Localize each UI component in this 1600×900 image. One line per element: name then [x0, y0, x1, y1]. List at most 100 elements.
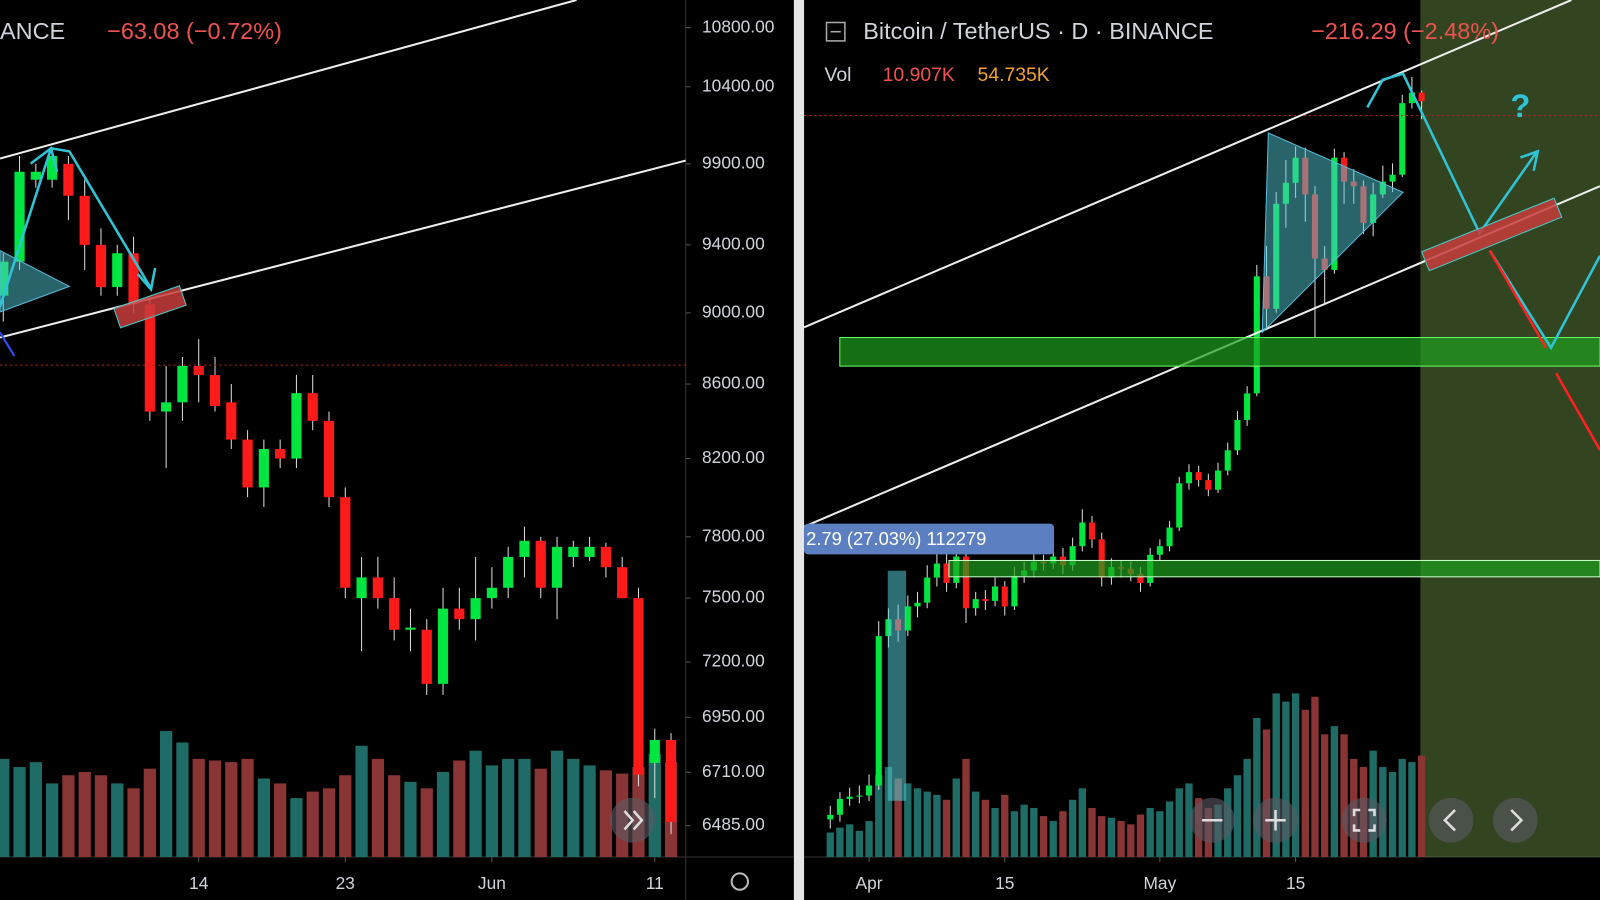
candle-body [1156, 546, 1163, 555]
volume-label: Vol [824, 64, 851, 86]
candle-body [933, 563, 940, 578]
candle-body [1176, 483, 1183, 528]
volume-bar [355, 745, 368, 858]
candle-body [1205, 480, 1212, 490]
volume-bar [127, 788, 140, 858]
icon [623, 810, 635, 831]
settings-button[interactable] [730, 872, 749, 891]
volume-bar [1039, 816, 1048, 858]
candle-body [405, 627, 416, 630]
volume-bar [371, 758, 384, 858]
x-tick-label: 23 [336, 873, 355, 893]
arrow-path [1366, 72, 1537, 236]
volume-bar [62, 775, 75, 858]
breakdown-box [1420, 197, 1563, 272]
pane [826, 77, 1426, 858]
candle-body [242, 439, 253, 488]
y-tick-label: 7500.00 [702, 587, 765, 607]
triangle [0, 249, 71, 313]
candle-body [372, 577, 383, 599]
candle-body [665, 739, 677, 822]
arrow-path [1555, 372, 1600, 451]
volume-bar [453, 760, 466, 858]
candle-body [535, 540, 546, 588]
volume-bar [962, 758, 970, 858]
volume-bar [1068, 799, 1077, 858]
volume-bar [991, 807, 999, 858]
candle-body [1098, 539, 1105, 578]
candle-body [962, 556, 970, 609]
candle-body [128, 253, 139, 305]
y-tick-label: 8600.00 [702, 373, 765, 393]
measure-label: 2.79 (27.03%) 112279 [806, 528, 986, 549]
scroll-left-button[interactable] [1428, 797, 1474, 843]
y-tick-label: 9400.00 [702, 233, 765, 253]
y-tick-label: 7800.00 [702, 525, 765, 545]
candle-body [1185, 472, 1193, 484]
volume-bar [45, 783, 59, 858]
channel-line [803, 0, 1572, 329]
candle-body [454, 608, 465, 620]
symbol-title: ANCE [0, 18, 65, 44]
annotation: ? [1510, 87, 1530, 124]
candle-body [1244, 393, 1251, 420]
x-tick-label: May [1143, 873, 1176, 893]
collapse-icon[interactable] [825, 21, 846, 42]
arrowhead [136, 267, 157, 293]
y-tick-label: 6950.00 [702, 706, 765, 726]
volume-bar [225, 762, 238, 858]
y-tick-label: 6710.00 [702, 761, 765, 781]
candle-body [856, 795, 863, 797]
y-tick-label: 7200.00 [702, 651, 765, 671]
candle-body [1224, 450, 1231, 471]
volume-bar [257, 778, 270, 858]
volume-bar [875, 775, 883, 858]
candle-body [1069, 546, 1076, 566]
candle-body [827, 814, 834, 820]
candle-body [617, 567, 628, 599]
candle-body [1253, 276, 1260, 394]
candle-body [323, 420, 335, 498]
volume-bar [855, 830, 864, 858]
volume-bar [306, 791, 319, 858]
volume-bar [160, 731, 173, 858]
candle-body [1399, 103, 1406, 175]
icon [1352, 808, 1376, 832]
candle-body [95, 244, 107, 288]
volume-bar [322, 788, 336, 858]
candle-body [177, 365, 188, 403]
candle-body [503, 556, 514, 588]
x-tick-label: 15 [1286, 873, 1305, 893]
symbol-title: Bitcoin / TetherUS · D · BINANCE [863, 18, 1213, 44]
candle-body [992, 586, 999, 601]
volume-bar [1282, 701, 1290, 858]
volume-bar [550, 750, 564, 858]
volume-bar [404, 781, 417, 858]
icon [1265, 810, 1286, 831]
candle-body [914, 602, 921, 607]
volume-bar [1330, 726, 1339, 858]
candle-body [112, 253, 123, 288]
candle-body [1088, 522, 1096, 540]
volume-bar [923, 791, 931, 858]
volume-bar [1253, 717, 1261, 858]
volume-bar [567, 758, 580, 858]
volume-bar [78, 771, 91, 858]
x-tick-label: 15 [995, 873, 1014, 893]
candle-body [486, 587, 497, 599]
candle-body [340, 497, 351, 588]
candle-body [982, 599, 989, 601]
volume-bar [865, 821, 873, 858]
reset-button[interactable] [1341, 797, 1387, 843]
volume-bar [1388, 771, 1397, 858]
arrow [0, 331, 16, 357]
volume-bar [143, 768, 156, 858]
volume-bar [1398, 758, 1406, 858]
volume-bar [1030, 807, 1038, 858]
volume-bar [534, 768, 547, 858]
y-tick-label: 6485.00 [702, 814, 765, 834]
x-tick-label: Apr [856, 873, 883, 893]
volume-bar [904, 783, 912, 858]
candle-body [836, 798, 844, 815]
scroll-right-button[interactable] [1492, 797, 1538, 843]
